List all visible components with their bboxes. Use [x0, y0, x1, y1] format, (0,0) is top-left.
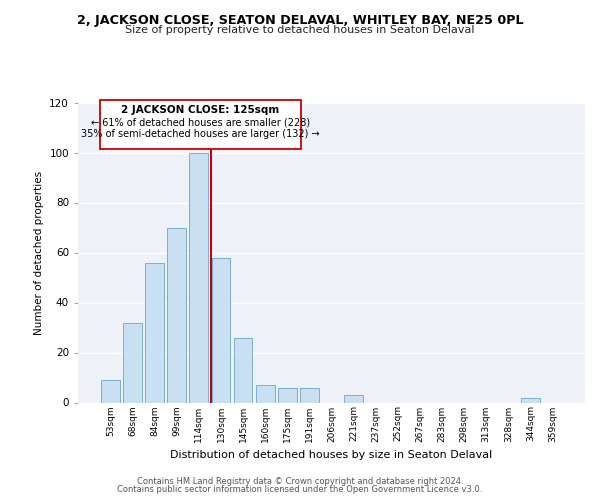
Bar	[344, 395, 363, 402]
Bar	[212, 258, 230, 402]
X-axis label: Distribution of detached houses by size in Seaton Delaval: Distribution of detached houses by size …	[170, 450, 493, 460]
Bar	[233, 338, 253, 402]
Bar	[101, 380, 120, 402]
Bar	[256, 385, 275, 402]
Text: Contains HM Land Registry data © Crown copyright and database right 2024.: Contains HM Land Registry data © Crown c…	[137, 477, 463, 486]
Text: 2 JACKSON CLOSE: 125sqm: 2 JACKSON CLOSE: 125sqm	[121, 105, 280, 115]
FancyBboxPatch shape	[100, 100, 301, 149]
Y-axis label: Number of detached properties: Number of detached properties	[34, 170, 44, 334]
Bar	[521, 398, 540, 402]
Bar	[278, 388, 296, 402]
Text: 2, JACKSON CLOSE, SEATON DELAVAL, WHITLEY BAY, NE25 0PL: 2, JACKSON CLOSE, SEATON DELAVAL, WHITLE…	[77, 14, 523, 27]
Bar	[167, 228, 186, 402]
Bar	[300, 388, 319, 402]
Bar	[123, 322, 142, 402]
Text: Size of property relative to detached houses in Seaton Delaval: Size of property relative to detached ho…	[125, 25, 475, 35]
Text: 35% of semi-detached houses are larger (132) →: 35% of semi-detached houses are larger (…	[81, 129, 320, 139]
Text: ← 61% of detached houses are smaller (228): ← 61% of detached houses are smaller (22…	[91, 118, 310, 128]
Bar	[190, 152, 208, 402]
Text: Contains public sector information licensed under the Open Government Licence v3: Contains public sector information licen…	[118, 485, 482, 494]
Bar	[145, 262, 164, 402]
